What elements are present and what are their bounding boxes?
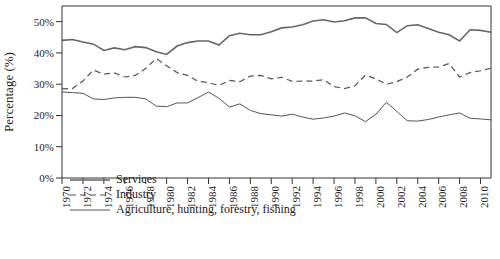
- svg-text:1976: 1976: [123, 186, 135, 209]
- svg-text:1994: 1994: [311, 186, 323, 209]
- svg-text:2010: 2010: [478, 186, 490, 209]
- svg-text:50%: 50%: [34, 16, 54, 28]
- svg-text:1990: 1990: [269, 186, 281, 209]
- svg-text:1974: 1974: [102, 186, 114, 209]
- svg-text:1992: 1992: [290, 186, 302, 208]
- svg-text:30%: 30%: [34, 78, 54, 90]
- svg-text:40%: 40%: [34, 47, 54, 59]
- svg-text:0%: 0%: [39, 172, 54, 184]
- svg-text:1986: 1986: [227, 186, 239, 209]
- svg-text:1998: 1998: [353, 186, 365, 209]
- svg-text:2000: 2000: [374, 186, 386, 209]
- svg-text:1978: 1978: [144, 186, 156, 209]
- svg-text:20%: 20%: [34, 109, 54, 121]
- svg-text:Percentage (%): Percentage (%): [8, 52, 16, 132]
- svg-text:1980: 1980: [164, 186, 176, 209]
- svg-text:1972: 1972: [81, 186, 93, 208]
- svg-text:1970: 1970: [60, 186, 72, 209]
- svg-text:2002: 2002: [395, 186, 407, 208]
- svg-text:1982: 1982: [185, 186, 197, 208]
- svg-text:2006: 2006: [436, 186, 448, 209]
- svg-text:1984: 1984: [206, 186, 218, 209]
- svg-text:1988: 1988: [248, 186, 260, 209]
- svg-text:2008: 2008: [457, 186, 469, 209]
- svg-text:2004: 2004: [416, 186, 428, 209]
- svg-text:1996: 1996: [332, 186, 344, 209]
- svg-text:10%: 10%: [34, 141, 54, 153]
